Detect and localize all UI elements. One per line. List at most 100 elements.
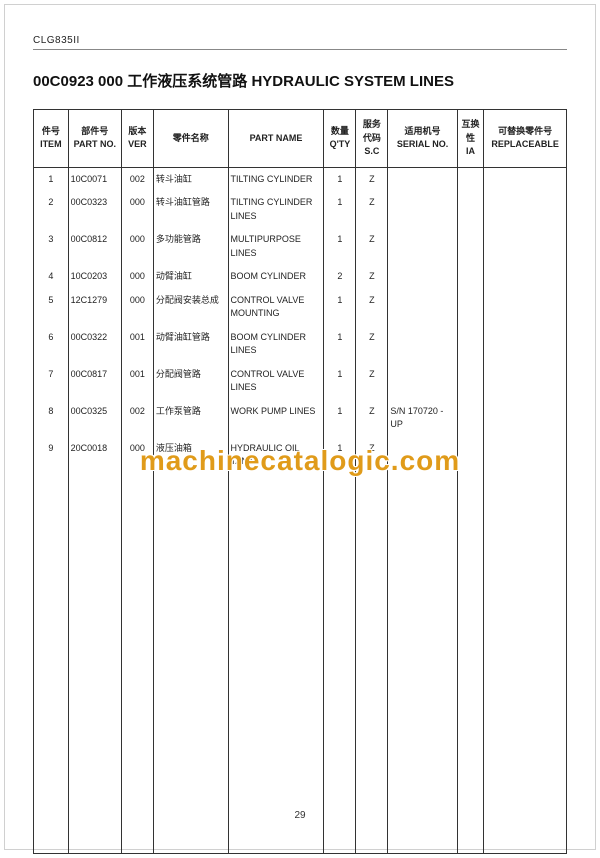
- page-number: 29: [5, 810, 595, 821]
- cell-repl: [484, 400, 567, 437]
- cell-item: 5: [34, 289, 69, 326]
- cell-enname: CONTROL VALVE MOUNTING: [228, 289, 324, 326]
- cell-enname: TILTING CYLINDER LINES: [228, 191, 324, 228]
- cell-sc: Z: [356, 265, 388, 289]
- cell-repl: [484, 167, 567, 191]
- cell-serial: [388, 265, 457, 289]
- cell-qty: 1: [324, 437, 356, 474]
- table-row: 200C0323000转斗油缸管路TILTING CYLINDER LINES1…: [34, 191, 567, 228]
- cell-ia: [457, 191, 484, 228]
- cell-serial: S/N 170720 - UP: [388, 400, 457, 437]
- table-row: 512C1279000分配阀安装总成CONTROL VALVE MOUNTING…: [34, 289, 567, 326]
- cell-repl: [484, 265, 567, 289]
- table-header-row: 件号ITEM 部件号PART NO. 版本VER 零件名称 PART NAME …: [34, 110, 567, 168]
- cell-repl: [484, 191, 567, 228]
- cell-item: 2: [34, 191, 69, 228]
- cell-sc: Z: [356, 289, 388, 326]
- cell-enname: BOOM CYLINDER LINES: [228, 326, 324, 363]
- cell-ia: [457, 437, 484, 474]
- cell-ver: 002: [121, 400, 153, 437]
- table-row: 600C0322001动臂油缸管路BOOM CYLINDER LINES1Z: [34, 326, 567, 363]
- cell-sc: Z: [356, 326, 388, 363]
- cell-zhname: 分配阀安装总成: [153, 289, 228, 326]
- cell-sc: Z: [356, 167, 388, 191]
- cell-enname: TILTING CYLINDER: [228, 167, 324, 191]
- col-sc: 服务代码S.C: [356, 110, 388, 168]
- cell-item: 6: [34, 326, 69, 363]
- cell-sc: Z: [356, 191, 388, 228]
- cell-ver: 000: [121, 228, 153, 265]
- cell-repl: [484, 228, 567, 265]
- cell-repl: [484, 437, 567, 474]
- cell-item: 8: [34, 400, 69, 437]
- cell-ia: [457, 363, 484, 400]
- table-filler-row: [34, 474, 567, 854]
- table-row: 920C0018000液压油箱HYDRAULIC OIL TANK1Z: [34, 437, 567, 474]
- cell-partno: 20C0018: [68, 437, 121, 474]
- cell-serial: [388, 191, 457, 228]
- cell-item: 1: [34, 167, 69, 191]
- cell-zhname: 转斗油缸: [153, 167, 228, 191]
- cell-enname: CONTROL VALVE LINES: [228, 363, 324, 400]
- cell-partno: 00C0323: [68, 191, 121, 228]
- cell-repl: [484, 363, 567, 400]
- col-enname: PART NAME: [228, 110, 324, 168]
- cell-qty: 1: [324, 363, 356, 400]
- cell-zhname: 工作泵管路: [153, 400, 228, 437]
- table-row: 410C0203000动臂油缸BOOM CYLINDER2Z: [34, 265, 567, 289]
- cell-serial: [388, 289, 457, 326]
- cell-ia: [457, 326, 484, 363]
- cell-sc: Z: [356, 400, 388, 437]
- table-row: 800C0325002工作泵管路WORK PUMP LINES1ZS/N 170…: [34, 400, 567, 437]
- cell-qty: 1: [324, 289, 356, 326]
- col-repl: 可替换零件号REPLACEABLE: [484, 110, 567, 168]
- cell-serial: [388, 363, 457, 400]
- cell-partno: 12C1279: [68, 289, 121, 326]
- col-item: 件号ITEM: [34, 110, 69, 168]
- col-zhname: 零件名称: [153, 110, 228, 168]
- cell-ver: 002: [121, 167, 153, 191]
- cell-partno: 00C0325: [68, 400, 121, 437]
- table-row: 700C0817001分配阀管路CONTROL VALVE LINES1Z: [34, 363, 567, 400]
- cell-item: 7: [34, 363, 69, 400]
- cell-enname: BOOM CYLINDER: [228, 265, 324, 289]
- cell-item: 9: [34, 437, 69, 474]
- cell-sc: Z: [356, 363, 388, 400]
- cell-zhname: 液压油箱: [153, 437, 228, 474]
- cell-ver: 000: [121, 191, 153, 228]
- cell-sc: Z: [356, 437, 388, 474]
- cell-repl: [484, 326, 567, 363]
- cell-zhname: 分配阀管路: [153, 363, 228, 400]
- cell-zhname: 动臂油缸: [153, 265, 228, 289]
- cell-ver: 000: [121, 265, 153, 289]
- title-zh: 工作液压系统管路: [127, 73, 247, 90]
- cell-qty: 1: [324, 167, 356, 191]
- cell-ia: [457, 228, 484, 265]
- cell-partno: 00C0322: [68, 326, 121, 363]
- cell-zhname: 转斗油缸管路: [153, 191, 228, 228]
- cell-item: 4: [34, 265, 69, 289]
- page-title: 00C0923 000 工作液压系统管路 HYDRAULIC SYSTEM LI…: [33, 70, 567, 91]
- cell-qty: 1: [324, 228, 356, 265]
- table-row: 110C0071002转斗油缸TILTING CYLINDER1Z: [34, 167, 567, 191]
- cell-ia: [457, 167, 484, 191]
- cell-enname: MULTIPURPOSE LINES: [228, 228, 324, 265]
- cell-serial: [388, 326, 457, 363]
- cell-ver: 001: [121, 326, 153, 363]
- cell-serial: [388, 437, 457, 474]
- table-row: 300C0812000多功能管路MULTIPURPOSE LINES1Z: [34, 228, 567, 265]
- col-partno: 部件号PART NO.: [68, 110, 121, 168]
- col-ver: 版本VER: [121, 110, 153, 168]
- cell-enname: HYDRAULIC OIL TANK: [228, 437, 324, 474]
- cell-item: 3: [34, 228, 69, 265]
- cell-zhname: 动臂油缸管路: [153, 326, 228, 363]
- table-body: 110C0071002转斗油缸TILTING CYLINDER1Z200C032…: [34, 167, 567, 854]
- col-ia: 互换性IA: [457, 110, 484, 168]
- title-en: HYDRAULIC SYSTEM LINES: [251, 73, 454, 90]
- cell-ia: [457, 400, 484, 437]
- cell-serial: [388, 167, 457, 191]
- cell-serial: [388, 228, 457, 265]
- cell-enname: WORK PUMP LINES: [228, 400, 324, 437]
- title-code: 00C0923 000: [33, 73, 123, 90]
- cell-ver: 001: [121, 363, 153, 400]
